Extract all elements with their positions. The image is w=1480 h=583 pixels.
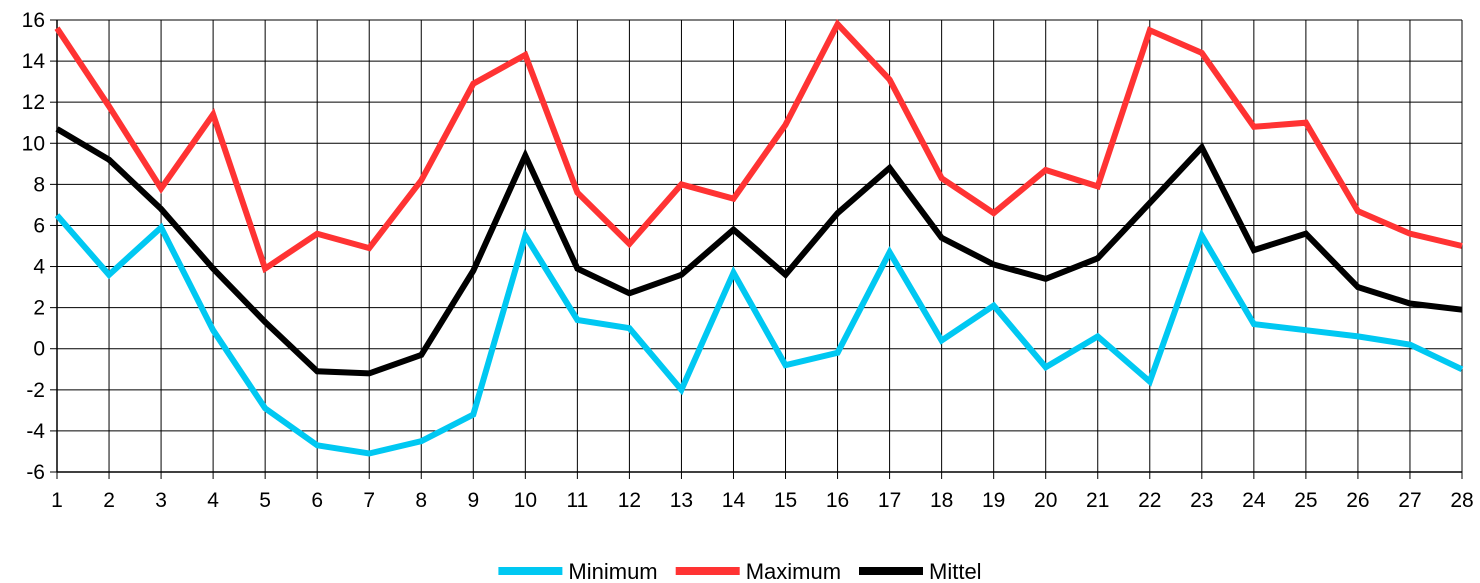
- x-tick-label: 11: [566, 489, 588, 512]
- x-tick-label: 26: [1346, 489, 1369, 512]
- legend-label: Mittel: [929, 559, 982, 583]
- gridlines: [56, 19, 1463, 473]
- x-tick-label: 16: [826, 489, 849, 512]
- x-tick-label: 4: [207, 489, 219, 512]
- x-tick-label: 23: [1190, 489, 1213, 512]
- x-tick-label: 25: [1294, 489, 1317, 512]
- x-tick-label: 19: [982, 489, 1005, 512]
- x-tick-label: 15: [774, 489, 797, 512]
- y-tick-label: -4: [26, 420, 45, 443]
- legend: Minimum Maximum Mittel: [498, 559, 982, 583]
- x-tick-label: 8: [415, 489, 427, 512]
- y-tick-label: 6: [33, 214, 45, 237]
- legend-item-minimum: Minimum: [498, 559, 658, 583]
- y-tick-label: -2: [26, 379, 45, 402]
- y-tick-label: 2: [33, 297, 45, 320]
- x-tick-label: 9: [467, 489, 479, 512]
- y-tick-label: -6: [26, 461, 45, 484]
- x-tick-label: 5: [259, 489, 271, 512]
- series-line-minimum: [54, 213, 1464, 457]
- y-tick-label: 4: [33, 256, 45, 279]
- x-tick-label: 28: [1450, 489, 1473, 512]
- legend-label: Minimum: [568, 559, 657, 583]
- x-tick-label: 12: [618, 489, 641, 512]
- legend-item-maximum: Maximum: [675, 559, 841, 583]
- y-tick-label: 0: [33, 338, 45, 361]
- x-tick-label: 18: [930, 489, 953, 512]
- y-tick-label: 10: [22, 132, 45, 155]
- axes: [50, 19, 1463, 479]
- x-tick-label: 10: [514, 489, 537, 512]
- y-tick-label: 8: [33, 173, 45, 196]
- x-tick-label: 14: [722, 489, 746, 512]
- x-tick-label: 20: [1034, 489, 1057, 512]
- y-tick-label: 14: [22, 50, 46, 73]
- x-tick-label: 2: [103, 489, 115, 512]
- x-tick-label: 1: [51, 489, 63, 512]
- y-tick-label: 16: [22, 9, 45, 32]
- x-tick-label: 21: [1086, 489, 1109, 512]
- x-tick-label: 7: [363, 489, 375, 512]
- series-line-maximum: [54, 18, 1463, 274]
- x-tick-label: 17: [878, 489, 901, 512]
- x-tick-label: 3: [155, 489, 167, 512]
- x-tick-label: 13: [670, 489, 693, 512]
- legend-label: Maximum: [746, 559, 841, 583]
- x-tick-label: 6: [311, 489, 323, 512]
- x-tick-label: 27: [1398, 489, 1421, 512]
- legend-item-mittel: Mittel: [859, 559, 982, 583]
- x-tick-label: 24: [1242, 489, 1266, 512]
- x-tick-label: 22: [1138, 489, 1161, 512]
- series-lines: [54, 18, 1464, 457]
- y-tick-label: 12: [22, 91, 45, 114]
- series-line-mittel: [55, 126, 1463, 377]
